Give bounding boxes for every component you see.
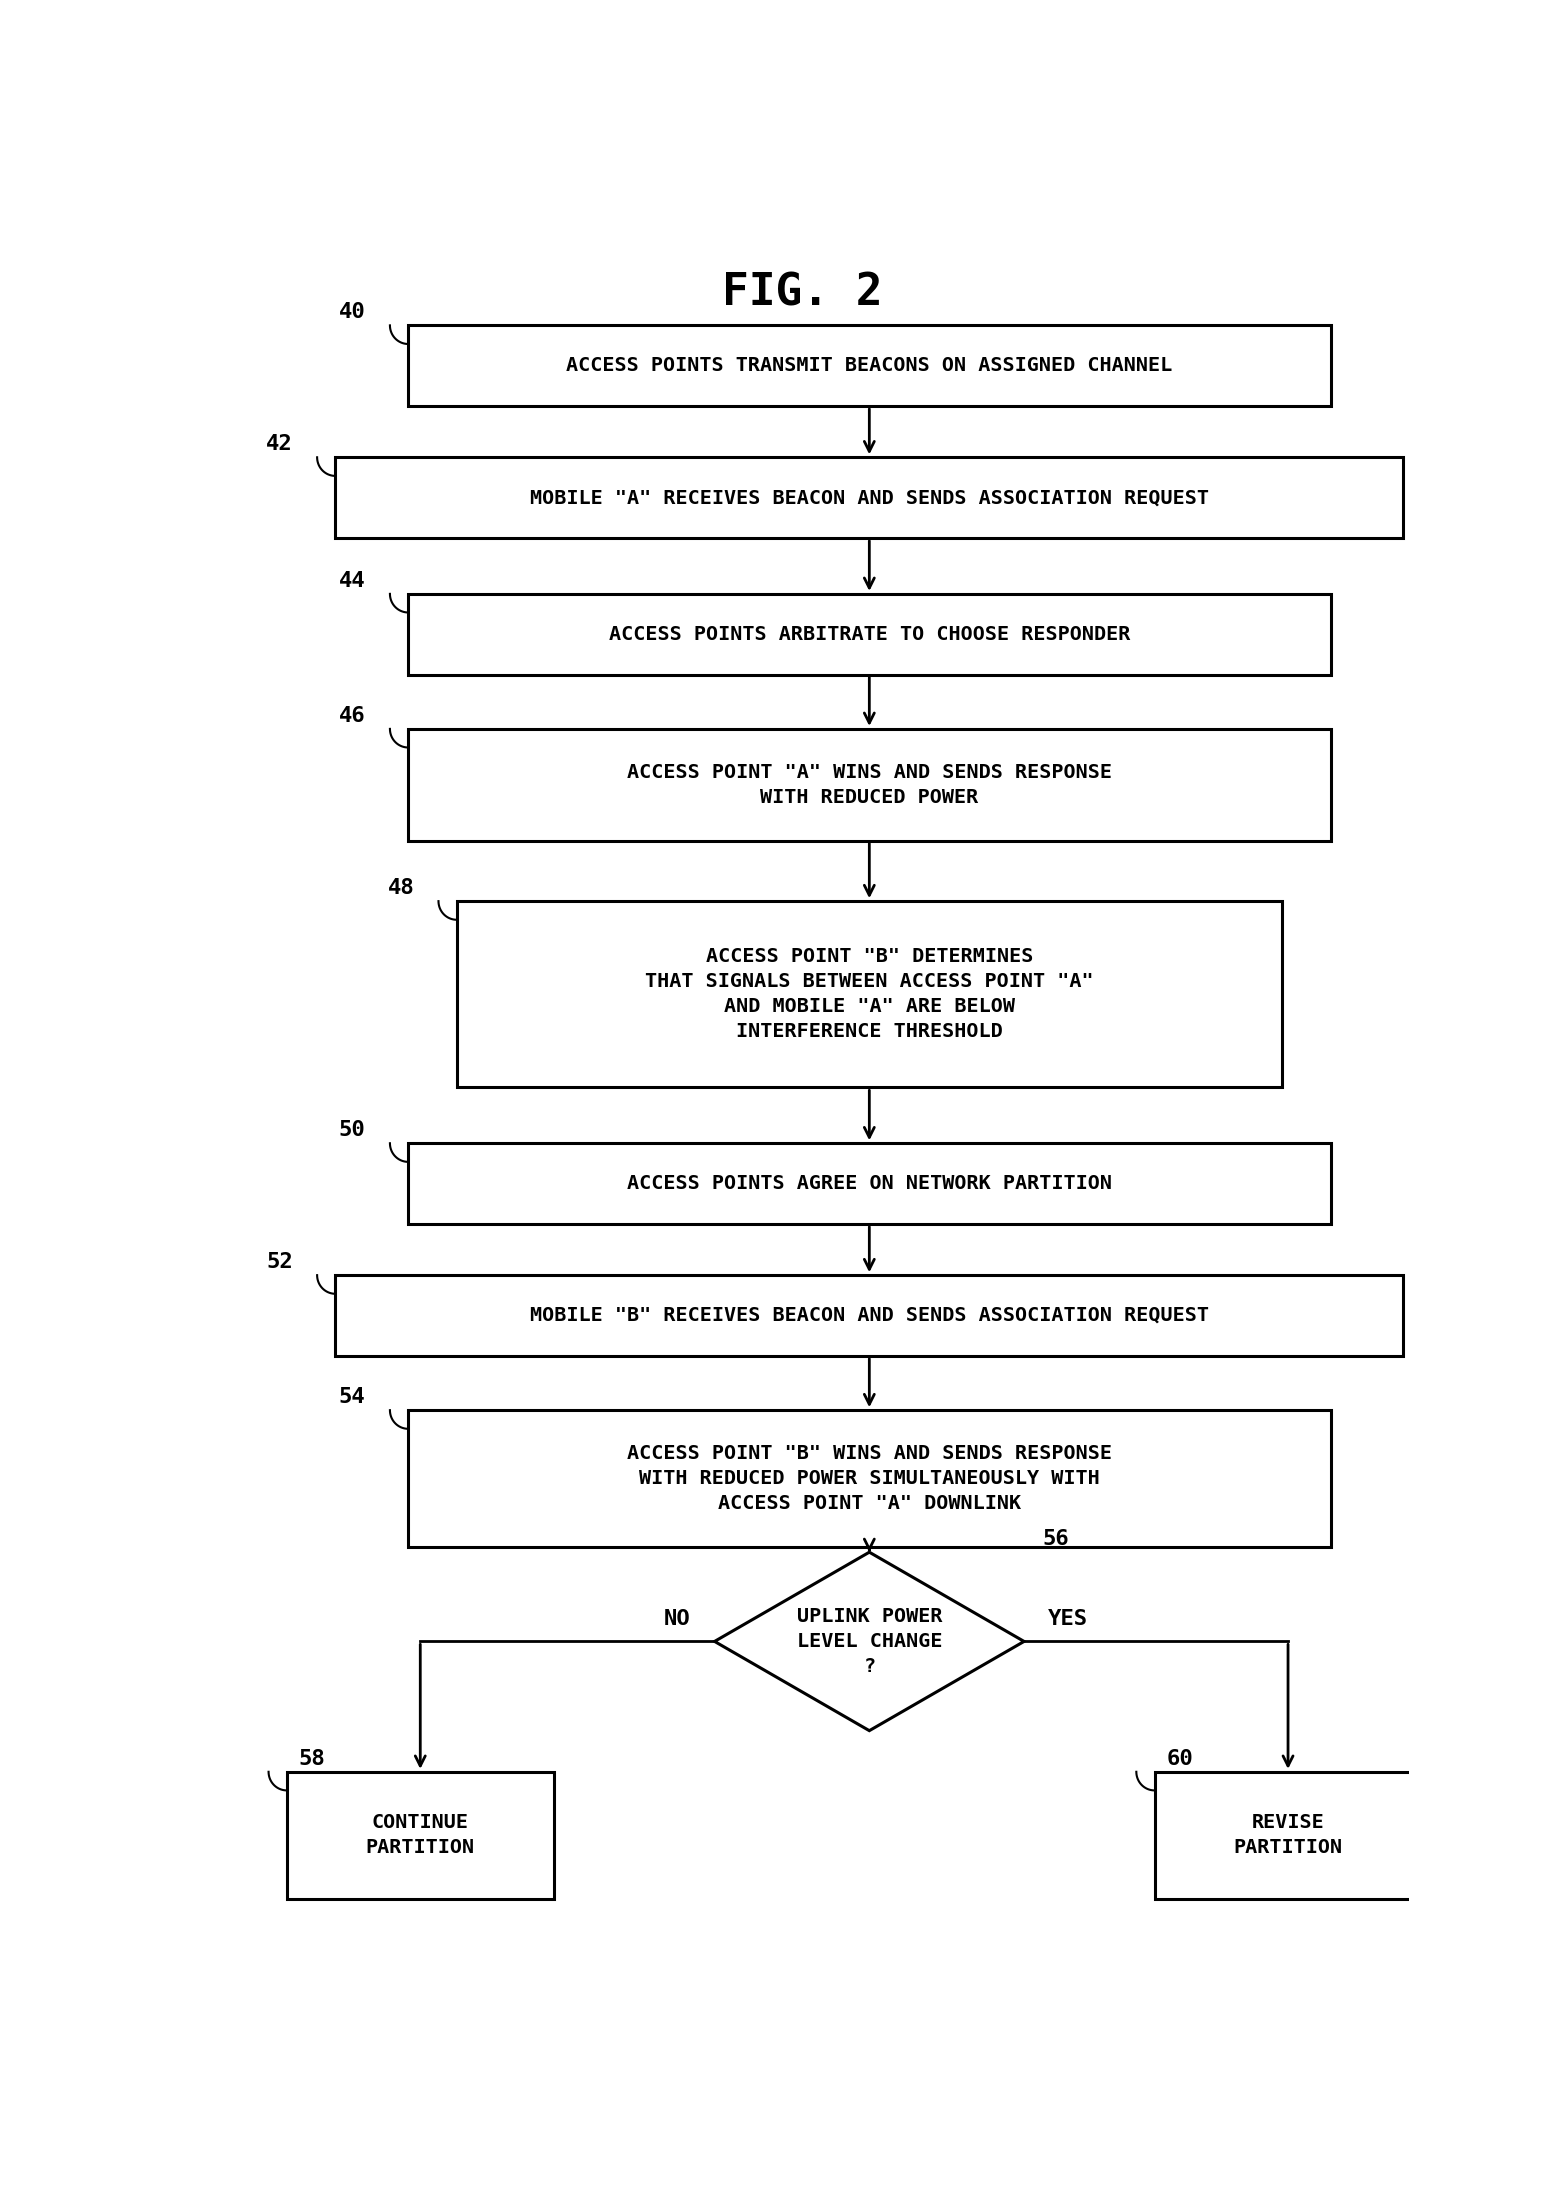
Text: 56: 56 xyxy=(1043,1529,1070,1549)
Text: NO: NO xyxy=(664,1609,691,1629)
Text: 58: 58 xyxy=(299,1748,326,1768)
FancyBboxPatch shape xyxy=(287,1772,554,1898)
FancyBboxPatch shape xyxy=(409,1143,1331,1225)
Text: MOBILE "B" RECEIVES BEACON AND SENDS ASSOCIATION REQUEST: MOBILE "B" RECEIVES BEACON AND SENDS ASS… xyxy=(529,1307,1209,1324)
Text: UPLINK POWER
LEVEL CHANGE
?: UPLINK POWER LEVEL CHANGE ? xyxy=(797,1607,943,1675)
FancyBboxPatch shape xyxy=(1154,1772,1422,1898)
Text: FIG. 2: FIG. 2 xyxy=(722,271,883,313)
Text: 44: 44 xyxy=(338,572,366,591)
FancyBboxPatch shape xyxy=(409,728,1331,841)
Text: 52: 52 xyxy=(266,1251,293,1271)
Text: 48: 48 xyxy=(387,878,415,898)
Text: ACCESS POINTS ARBITRATE TO CHOOSE RESPONDER: ACCESS POINTS ARBITRATE TO CHOOSE RESPON… xyxy=(609,625,1131,644)
Text: YES: YES xyxy=(1048,1609,1088,1629)
Text: 54: 54 xyxy=(338,1386,366,1408)
Text: 50: 50 xyxy=(338,1121,366,1141)
Text: ACCESS POINTS AGREE ON NETWORK PARTITION: ACCESS POINTS AGREE ON NETWORK PARTITION xyxy=(626,1174,1112,1194)
Polygon shape xyxy=(714,1552,1024,1730)
Text: ACCESS POINT "A" WINS AND SENDS RESPONSE
WITH REDUCED POWER: ACCESS POINT "A" WINS AND SENDS RESPONSE… xyxy=(626,764,1112,808)
Text: 42: 42 xyxy=(266,435,293,455)
FancyBboxPatch shape xyxy=(335,457,1403,539)
FancyBboxPatch shape xyxy=(457,900,1283,1088)
FancyBboxPatch shape xyxy=(409,324,1331,406)
Text: MOBILE "A" RECEIVES BEACON AND SENDS ASSOCIATION REQUEST: MOBILE "A" RECEIVES BEACON AND SENDS ASS… xyxy=(529,488,1209,508)
FancyBboxPatch shape xyxy=(335,1276,1403,1355)
Text: 46: 46 xyxy=(338,706,366,726)
Text: CONTINUE
PARTITION: CONTINUE PARTITION xyxy=(366,1814,474,1858)
FancyBboxPatch shape xyxy=(409,594,1331,675)
FancyBboxPatch shape xyxy=(409,1410,1331,1547)
Text: ACCESS POINTS TRANSMIT BEACONS ON ASSIGNED CHANNEL: ACCESS POINTS TRANSMIT BEACONS ON ASSIGN… xyxy=(567,355,1173,375)
Text: 60: 60 xyxy=(1167,1748,1193,1768)
Text: ACCESS POINT "B" WINS AND SENDS RESPONSE
WITH REDUCED POWER SIMULTANEOUSLY WITH
: ACCESS POINT "B" WINS AND SENDS RESPONSE… xyxy=(626,1443,1112,1514)
Text: REVISE
PARTITION: REVISE PARTITION xyxy=(1234,1814,1342,1858)
Text: ACCESS POINT "B" DETERMINES
THAT SIGNALS BETWEEN ACCESS POINT "A"
AND MOBILE "A": ACCESS POINT "B" DETERMINES THAT SIGNALS… xyxy=(645,947,1093,1042)
Text: 40: 40 xyxy=(338,302,366,322)
